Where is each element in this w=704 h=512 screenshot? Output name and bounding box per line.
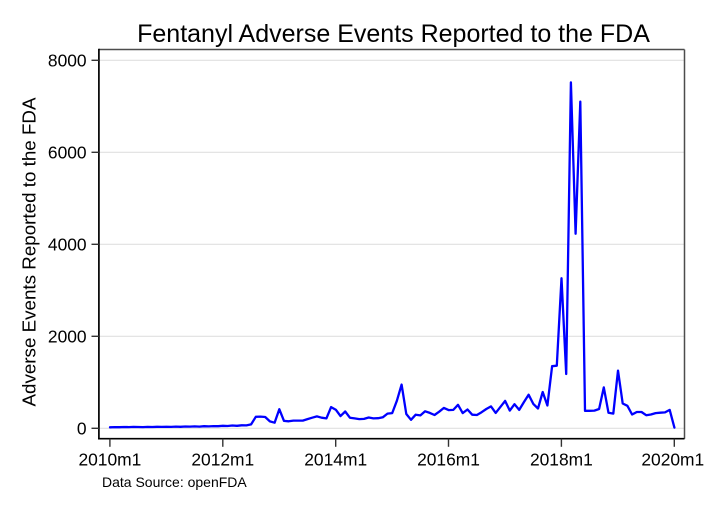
- svg-text:Adverse Events Reported to the: Adverse Events Reported to the FDA: [19, 97, 40, 406]
- svg-text:8000: 8000: [48, 51, 87, 71]
- svg-text:Data Source: openFDA: Data Source: openFDA: [102, 474, 247, 490]
- svg-text:2020m1: 2020m1: [641, 450, 704, 470]
- svg-text:2010m1: 2010m1: [78, 450, 141, 470]
- svg-text:2018m1: 2018m1: [530, 450, 593, 470]
- svg-text:6000: 6000: [48, 143, 87, 163]
- svg-text:2016m1: 2016m1: [417, 450, 480, 470]
- svg-text:Fentanyl Adverse Events Report: Fentanyl Adverse Events Reported to the …: [137, 20, 650, 48]
- svg-text:0: 0: [77, 419, 87, 439]
- svg-text:4000: 4000: [48, 235, 87, 255]
- svg-text:2014m1: 2014m1: [304, 450, 367, 470]
- svg-text:2012m1: 2012m1: [191, 450, 254, 470]
- svg-text:2000: 2000: [48, 327, 87, 347]
